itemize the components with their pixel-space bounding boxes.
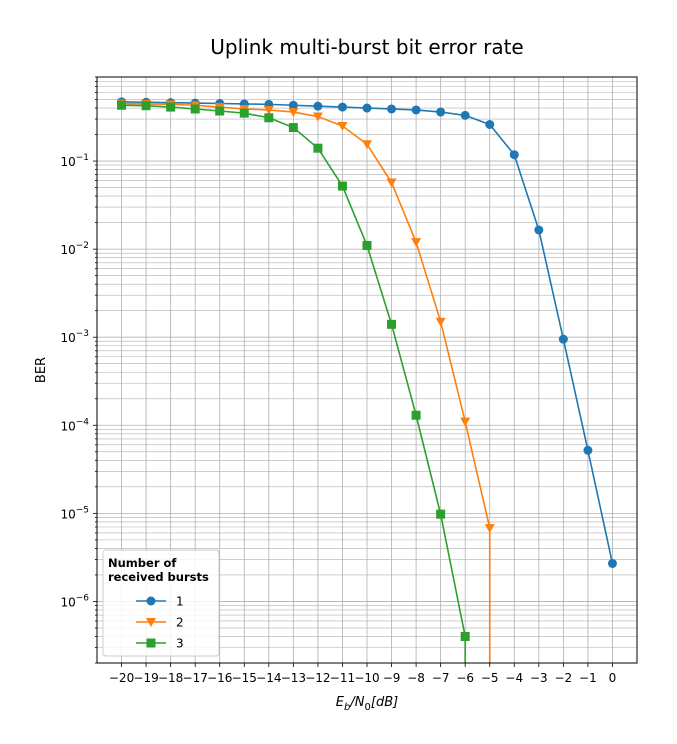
x-tick-label: −2 <box>555 671 573 685</box>
data-point-series-3 <box>288 123 298 133</box>
data-point-series-3 <box>166 102 176 112</box>
data-point-series-3 <box>239 108 249 118</box>
legend-label: 2 <box>176 616 184 630</box>
data-point-series-1 <box>534 225 544 235</box>
legend-entry-2: 2 <box>136 616 184 630</box>
y-axis-label: BER <box>34 357 49 383</box>
x-tick-label: −10 <box>354 671 379 685</box>
data-point-series-1 <box>460 110 470 120</box>
data-point-series-1 <box>558 334 568 344</box>
x-tick-label: −13 <box>281 671 306 685</box>
x-tick-label: −14 <box>256 671 281 685</box>
data-point-series-1 <box>485 119 495 129</box>
data-point-series-2 <box>263 105 274 115</box>
legend-label: 1 <box>176 595 184 609</box>
data-point-series-1 <box>436 107 446 117</box>
legend-marker <box>146 618 156 627</box>
x-tick-label: −12 <box>305 671 330 685</box>
x-axis-label: Eb/N0[dB] <box>336 695 398 713</box>
x-tick-label: 0 <box>609 671 617 685</box>
data-point-series-1 <box>509 150 519 160</box>
x-tick-label: −8 <box>407 671 425 685</box>
data-point-series-3 <box>264 113 274 123</box>
x-tick-label: −17 <box>183 671 208 685</box>
data-point-series-3 <box>460 631 470 641</box>
data-point-series-2 <box>312 112 323 122</box>
data-point-series-3 <box>436 509 446 519</box>
data-point-series-1 <box>607 558 617 568</box>
data-point-series-3 <box>411 410 421 420</box>
data-point-series-3 <box>117 100 127 110</box>
legend-label: 3 <box>176 637 184 651</box>
series-group <box>116 97 617 663</box>
x-tick-label: −9 <box>383 671 401 685</box>
legend-box <box>102 549 220 657</box>
x-tick-label: −1 <box>579 671 597 685</box>
data-point-series-1 <box>411 105 421 115</box>
data-point-series-1 <box>313 101 323 111</box>
data-point-series-2 <box>460 417 471 427</box>
y-tick-label: 10−3 <box>60 329 89 345</box>
data-point-series-3 <box>362 240 372 250</box>
data-point-series-1 <box>337 102 347 112</box>
x-tick-label: −18 <box>158 671 183 685</box>
data-point-series-2 <box>435 317 446 327</box>
legend-title: received bursts <box>108 570 209 584</box>
x-tick-label: −7 <box>432 671 450 685</box>
x-tick-label: −20 <box>109 671 134 685</box>
x-tick-label: −5 <box>481 671 499 685</box>
data-point-series-2 <box>411 238 422 248</box>
data-point-series-1 <box>387 104 397 114</box>
series-3 <box>117 100 470 663</box>
x-tick-label: −19 <box>133 671 158 685</box>
data-point-series-2 <box>337 121 348 131</box>
legend-marker <box>146 596 156 606</box>
axis-titles: Eb/N0[dB] BER <box>34 357 398 713</box>
chart-title: Uplink multi-burst bit error rate <box>210 35 523 59</box>
data-point-series-3 <box>313 143 323 153</box>
grid <box>97 76 637 664</box>
data-point-series-3 <box>190 104 200 114</box>
data-point-series-1 <box>288 100 298 110</box>
data-point-series-1 <box>583 445 593 455</box>
x-tick-label: −11 <box>330 671 355 685</box>
legend-title: Number of <box>108 556 177 570</box>
y-tick-label: 10−5 <box>60 505 89 521</box>
x-tick-label: −15 <box>232 671 257 685</box>
x-tick-label: −16 <box>207 671 232 685</box>
y-tick-label: 10−6 <box>60 593 89 609</box>
y-tick-label: 10−2 <box>60 241 89 257</box>
y-tick-label: 10−4 <box>60 417 89 433</box>
legend-marker <box>146 638 156 648</box>
data-point-series-3 <box>215 106 225 116</box>
data-point-series-2 <box>386 178 397 188</box>
data-point-series-2 <box>288 108 299 118</box>
legend-entry-3: 3 <box>136 637 184 651</box>
data-point-series-1 <box>362 103 372 113</box>
data-point-series-3 <box>387 319 397 329</box>
legend-entry-1: 1 <box>136 595 184 609</box>
data-point-series-2 <box>484 524 495 534</box>
x-tick-label: −6 <box>456 671 474 685</box>
x-tick-label: −4 <box>505 671 523 685</box>
ticks: −20 −19 −18 −17 −16 −15 −14 −13 −12 −11 −10 −9 −8 −7−… <box>60 76 617 685</box>
data-point-series-3 <box>337 181 347 191</box>
data-point-series-2 <box>362 140 372 150</box>
x-tick-label: −3 <box>530 671 548 685</box>
y-tick-label: 10−1 <box>60 153 89 169</box>
series-line-3 <box>121 104 466 663</box>
data-point-series-3 <box>141 101 151 111</box>
